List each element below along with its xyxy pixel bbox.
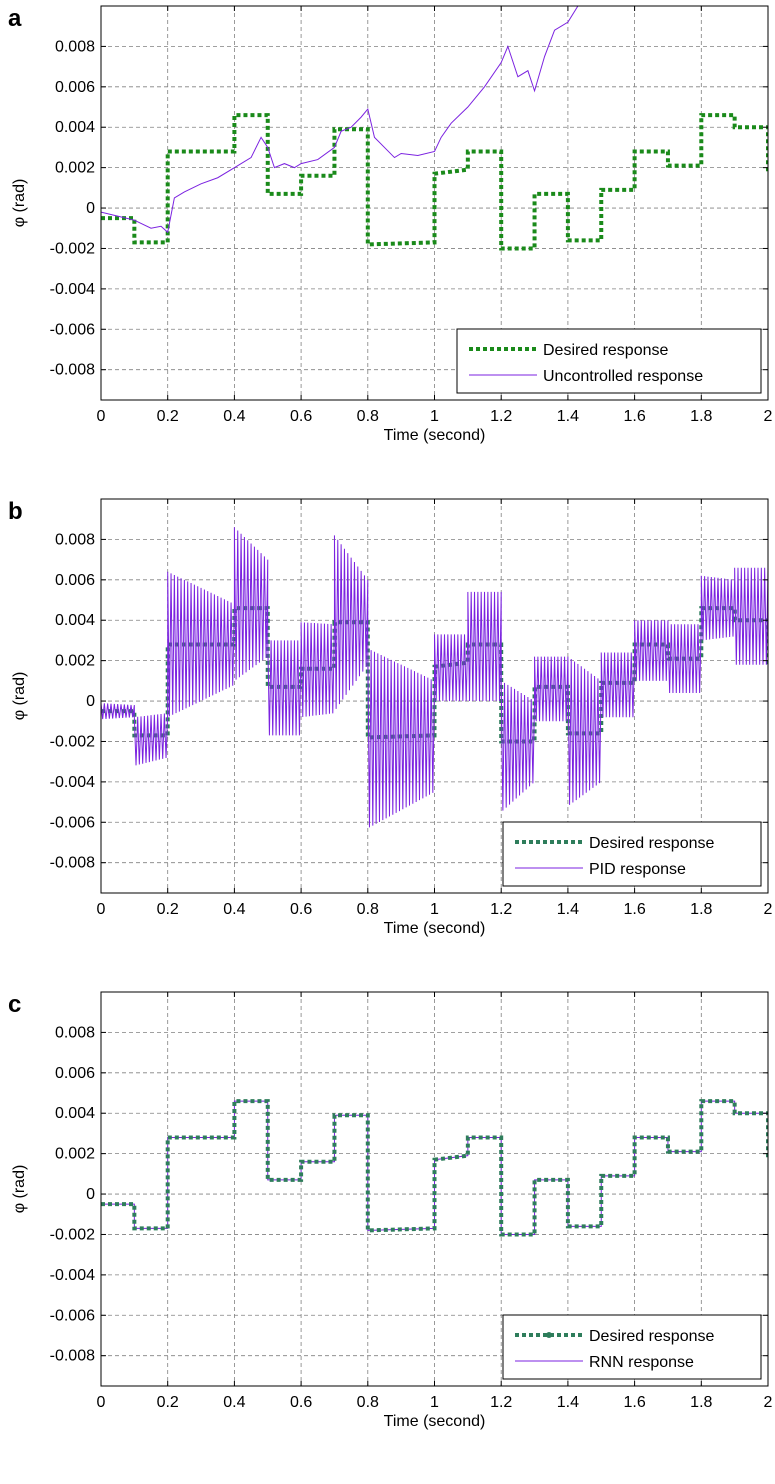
series-group xyxy=(101,6,768,251)
y-tick-label: 0.004 xyxy=(55,1105,95,1122)
y-tick-label: 0.002 xyxy=(55,160,95,177)
chart-panel-a: 0 0.2 0.4 0.6 0.8 1 1.2 1.4 1.6 1.8 2 0.008 0.006 0.0… xyxy=(0,0,775,493)
y-tick-label: 0.008 xyxy=(55,1024,95,1041)
series-line-pid-response xyxy=(101,527,768,828)
y-tick-label: -0.002 xyxy=(50,733,95,750)
x-tick-label: 0.6 xyxy=(290,408,312,425)
legend-label: Desired response xyxy=(543,342,669,359)
y-tick-label: -0.008 xyxy=(50,855,95,872)
y-tick-label: -0.004 xyxy=(50,1267,95,1284)
x-tick-label: 1 xyxy=(430,901,439,918)
x-tick-label: 2 xyxy=(764,1394,773,1411)
x-tick-label: 1.2 xyxy=(490,901,512,918)
series-group xyxy=(101,1099,768,1237)
legend: Desired response PID response xyxy=(502,821,762,887)
panel-label: c xyxy=(8,991,21,1018)
y-tick-label: 0.004 xyxy=(55,119,95,136)
x-tick-label: 1.8 xyxy=(690,901,712,918)
y-tick-label: 0.006 xyxy=(55,1065,95,1082)
series-line-uncontrolled-response xyxy=(101,6,579,234)
y-tick-label: -0.008 xyxy=(50,362,95,379)
x-tick-label: 1.8 xyxy=(690,408,712,425)
chart-panel-b: 0 0.2 0.4 0.6 0.8 1 1.2 1.4 1.6 1.8 2 0.008 0.006 0.0… xyxy=(0,493,775,986)
x-axis-label: Time (second) xyxy=(384,427,486,444)
x-tick-label: 0.2 xyxy=(157,408,179,425)
x-tick-label: 0.6 xyxy=(290,901,312,918)
y-tick-label: 0.008 xyxy=(55,531,95,548)
x-tick-label: 1.4 xyxy=(557,1394,579,1411)
legend: Desired response RNN response xyxy=(502,1314,762,1380)
panel-label: b xyxy=(8,498,23,525)
y-tick-label: -0.004 xyxy=(50,281,95,298)
y-tick-label: -0.002 xyxy=(50,1226,95,1243)
chart-a-svg: 0 0.2 0.4 0.6 0.8 1 1.2 1.4 1.6 1.8 2 0.008 0.006 0.0… xyxy=(8,5,773,444)
panel-label: a xyxy=(8,5,22,32)
y-tick-label: 0.006 xyxy=(55,79,95,96)
x-tick-label: 0.4 xyxy=(223,901,245,918)
y-tick-label: 0.004 xyxy=(55,612,95,629)
x-axis-label: Time (second) xyxy=(384,1413,486,1430)
y-tick-label: 0.002 xyxy=(55,1146,95,1163)
x-tick-label: 0.8 xyxy=(357,408,379,425)
legend-box xyxy=(456,328,762,394)
x-tick-label: 0.8 xyxy=(357,901,379,918)
tick-group: 0 0.2 0.4 0.6 0.8 1 1.2 1.4 1.6 1.8 2 0.008 0.006 0.0… xyxy=(50,992,773,1411)
y-tick-label: -0.004 xyxy=(50,774,95,791)
legend-box xyxy=(502,821,762,887)
series-line-desired-response xyxy=(101,113,768,251)
y-tick-label: -0.006 xyxy=(50,1307,95,1324)
tick-group: 0 0.2 0.4 0.6 0.8 1 1.2 1.4 1.6 1.8 2 0.008 0.006 0.0… xyxy=(50,499,773,918)
legend-box xyxy=(502,1314,762,1380)
legend-label: Desired response xyxy=(589,1328,715,1345)
x-tick-label: 1.6 xyxy=(623,901,645,918)
x-tick-label: 0.2 xyxy=(157,901,179,918)
y-tick-label: 0.006 xyxy=(55,572,95,589)
y-tick-label: -0.006 xyxy=(50,814,95,831)
x-tick-label: 0 xyxy=(97,901,106,918)
x-tick-label: 0 xyxy=(97,408,106,425)
x-tick-label: 1 xyxy=(430,1394,439,1411)
chart-c-svg: 0 0.2 0.4 0.6 0.8 1 1.2 1.4 1.6 1.8 2 0.008 0.006 0.0… xyxy=(8,991,773,1430)
x-tick-label: 0.8 xyxy=(357,1394,379,1411)
x-tick-label: 0.4 xyxy=(223,408,245,425)
chart-b-svg: 0 0.2 0.4 0.6 0.8 1 1.2 1.4 1.6 1.8 2 0.008 0.006 0.0… xyxy=(8,498,773,937)
y-tick-label: -0.006 xyxy=(50,321,95,338)
x-tick-label: 1.2 xyxy=(490,408,512,425)
x-tick-label: 2 xyxy=(764,408,773,425)
x-tick-label: 1.2 xyxy=(490,1394,512,1411)
legend-label: Uncontrolled response xyxy=(543,368,703,385)
x-tick-label: 1.4 xyxy=(557,901,579,918)
tick-group: 0 0.2 0.4 0.6 0.8 1 1.2 1.4 1.6 1.8 2 0.008 0.006 0.0… xyxy=(50,6,773,425)
y-tick-label: 0 xyxy=(86,693,95,710)
y-tick-label: 0.002 xyxy=(55,653,95,670)
y-tick-label: -0.002 xyxy=(50,240,95,257)
x-tick-label: 0.2 xyxy=(157,1394,179,1411)
y-axis-label: φ (rad) xyxy=(11,179,28,228)
x-tick-label: 1.6 xyxy=(623,408,645,425)
legend-label: Desired response xyxy=(589,835,715,852)
legend: Desired response Uncontrolled response xyxy=(456,328,762,394)
x-tick-label: 1 xyxy=(430,408,439,425)
legend-label: RNN response xyxy=(589,1354,694,1371)
x-tick-label: 1.8 xyxy=(690,1394,712,1411)
chart-panel-c: 0 0.2 0.4 0.6 0.8 1 1.2 1.4 1.6 1.8 2 0.008 0.006 0.0… xyxy=(0,986,775,1479)
series-line-desired-response xyxy=(101,1099,768,1237)
x-tick-label: 0.6 xyxy=(290,1394,312,1411)
y-tick-label: -0.008 xyxy=(50,1348,95,1365)
x-tick-label: 0 xyxy=(97,1394,106,1411)
y-axis-label: φ (rad) xyxy=(11,1165,28,1214)
legend-marker-desired xyxy=(546,1332,552,1338)
legend-label: PID response xyxy=(589,861,686,878)
x-axis-label: Time (second) xyxy=(384,920,486,937)
y-tick-label: 0 xyxy=(86,200,95,217)
y-tick-label: 0 xyxy=(86,1186,95,1203)
x-tick-label: 1.4 xyxy=(557,408,579,425)
series-group xyxy=(101,527,768,828)
y-tick-label: 0.008 xyxy=(55,38,95,55)
x-tick-label: 2 xyxy=(764,901,773,918)
x-tick-label: 0.4 xyxy=(223,1394,245,1411)
y-axis-label: φ (rad) xyxy=(11,672,28,721)
x-tick-label: 1.6 xyxy=(623,1394,645,1411)
